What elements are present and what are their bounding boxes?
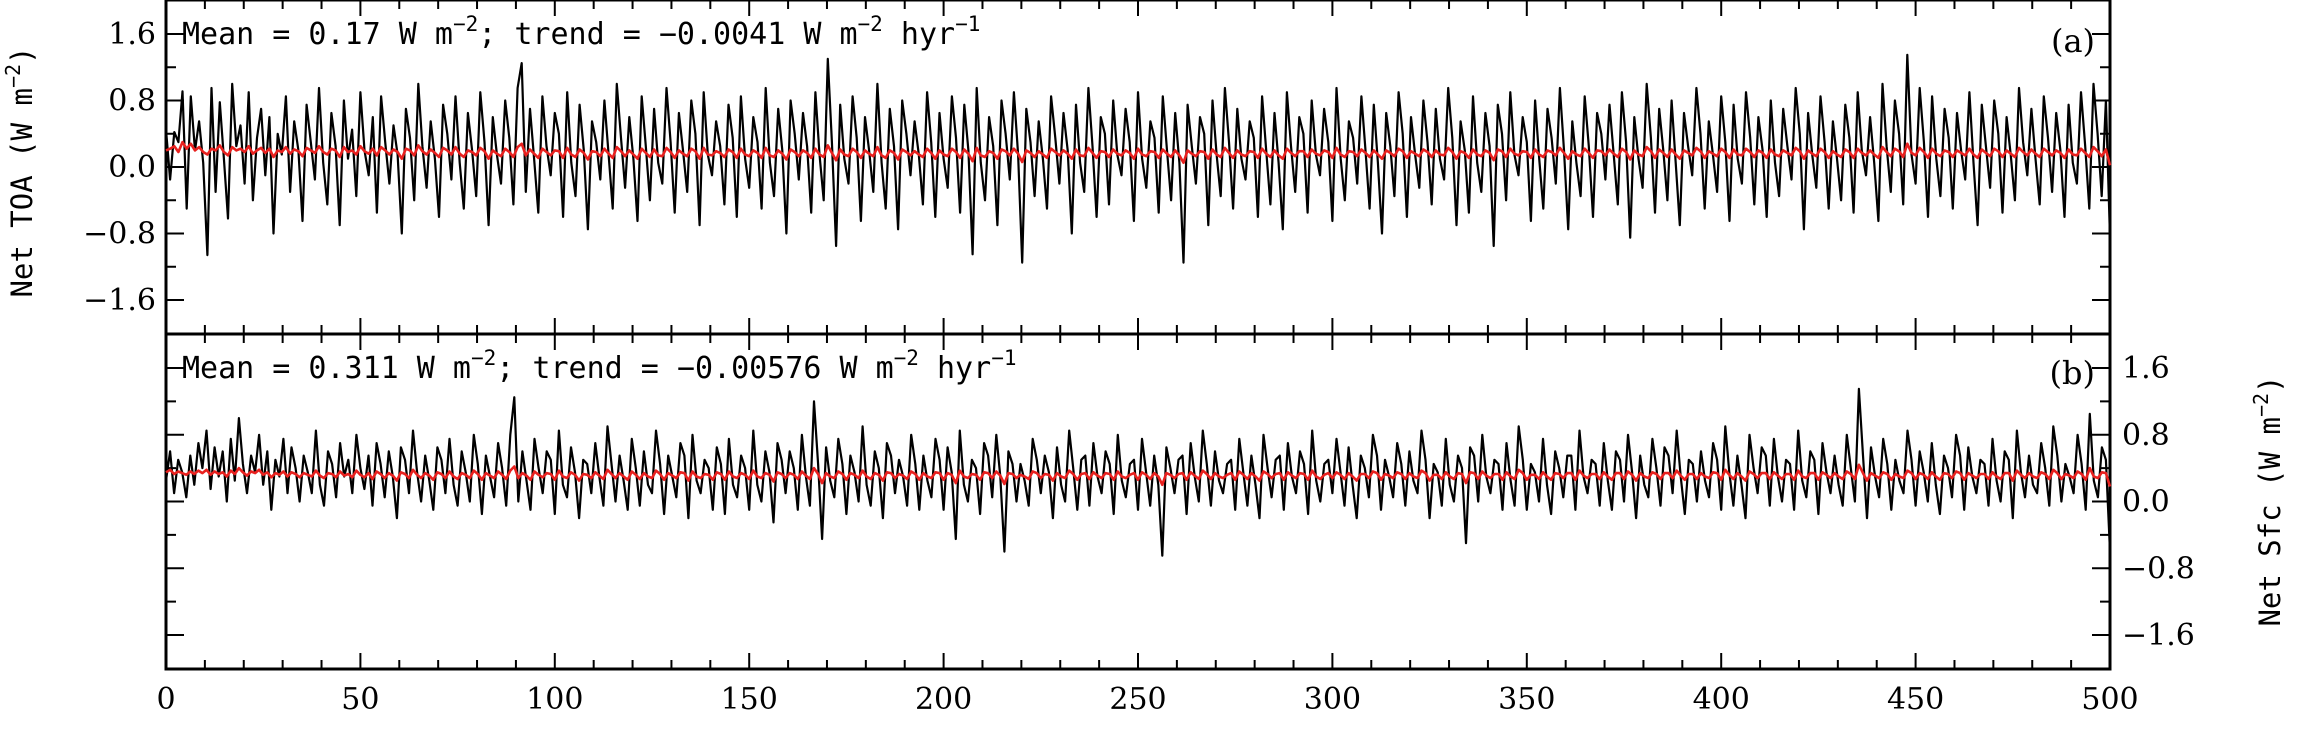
panel-a-letter: (a) [2051, 22, 2095, 60]
panel-b-xtick-label: 300 [1304, 682, 1361, 717]
panel-b-ytick-label: 1.6 [2122, 351, 2170, 386]
panel-b-annotation: Mean = 0.311 W m−2; trend = −0.00576 W m… [182, 346, 1016, 386]
panel-b-xtick-label: 250 [1109, 682, 1166, 717]
panel-a-series-black [164, 53, 2112, 264]
panel-b-xtick-label: 350 [1498, 682, 1555, 717]
panel-a-ytick-label: 0.8 [108, 84, 156, 119]
panel-b: −1.6 −0.8 0.0 0.8 1.6 0 50 100 150 200 250 300 350 4… [156, 332, 2287, 717]
panel-b-x-ticks: 0 50 100 150 200 250 300 350 400 450 500 [156, 334, 2139, 717]
panel-b-letter: (b) [2050, 354, 2095, 392]
panel-a-ytick-label: 1.6 [108, 17, 156, 52]
panel-b-xtick-label: 50 [341, 682, 379, 717]
panel-a-annotation: Mean = 0.17 W m−2; trend = −0.0041 W m−2… [182, 12, 980, 52]
panel-a-ytick-label: −1.6 [83, 283, 156, 318]
panel-b-xtick-label: 150 [721, 682, 778, 717]
panel-b-ytick-label: −1.6 [2122, 618, 2195, 653]
panel-b-xtick-label: 100 [526, 682, 583, 717]
panel-a-frame [164, 0, 2112, 336]
panel-b-xtick-label: 500 [2081, 682, 2138, 717]
panel-a-y-ticks: −1.6 −0.8 0.0 0.8 1.6 [83, 17, 2110, 318]
panel-b-series-black [164, 387, 2112, 557]
panel-a-ytick-label: −0.8 [83, 217, 156, 252]
panel-b-ytick-label: 0.0 [2122, 485, 2170, 520]
panel-a: −1.6 −0.8 0.0 0.8 1.6 Mean = 0.17 W m−2; tre… [1, 0, 2112, 336]
panel-b-xtick-label: 0 [156, 682, 175, 717]
panel-b-y-axis-title: Net Sfc (W m−2) [2249, 375, 2287, 626]
panel-b-xtick-label: 200 [915, 682, 972, 717]
panel-b-ytick-label: −0.8 [2122, 551, 2195, 586]
panel-b-xtick-label: 400 [1693, 682, 1750, 717]
panel-b-xtick-label: 450 [1887, 682, 1944, 717]
panel-a-series-red [165, 140, 2112, 166]
panel-b-ytick-label: 0.8 [2122, 418, 2170, 453]
panel-a-y-axis-title: Net TOA (W m−2) [1, 46, 39, 297]
panel-a-x-ticks [165, 0, 2111, 334]
panel-a-ytick-label: 0.0 [108, 150, 156, 185]
panel-b-series-red [165, 463, 2112, 487]
panel-b-y-ticks: −1.6 −0.8 0.0 0.8 1.6 [166, 351, 2195, 653]
